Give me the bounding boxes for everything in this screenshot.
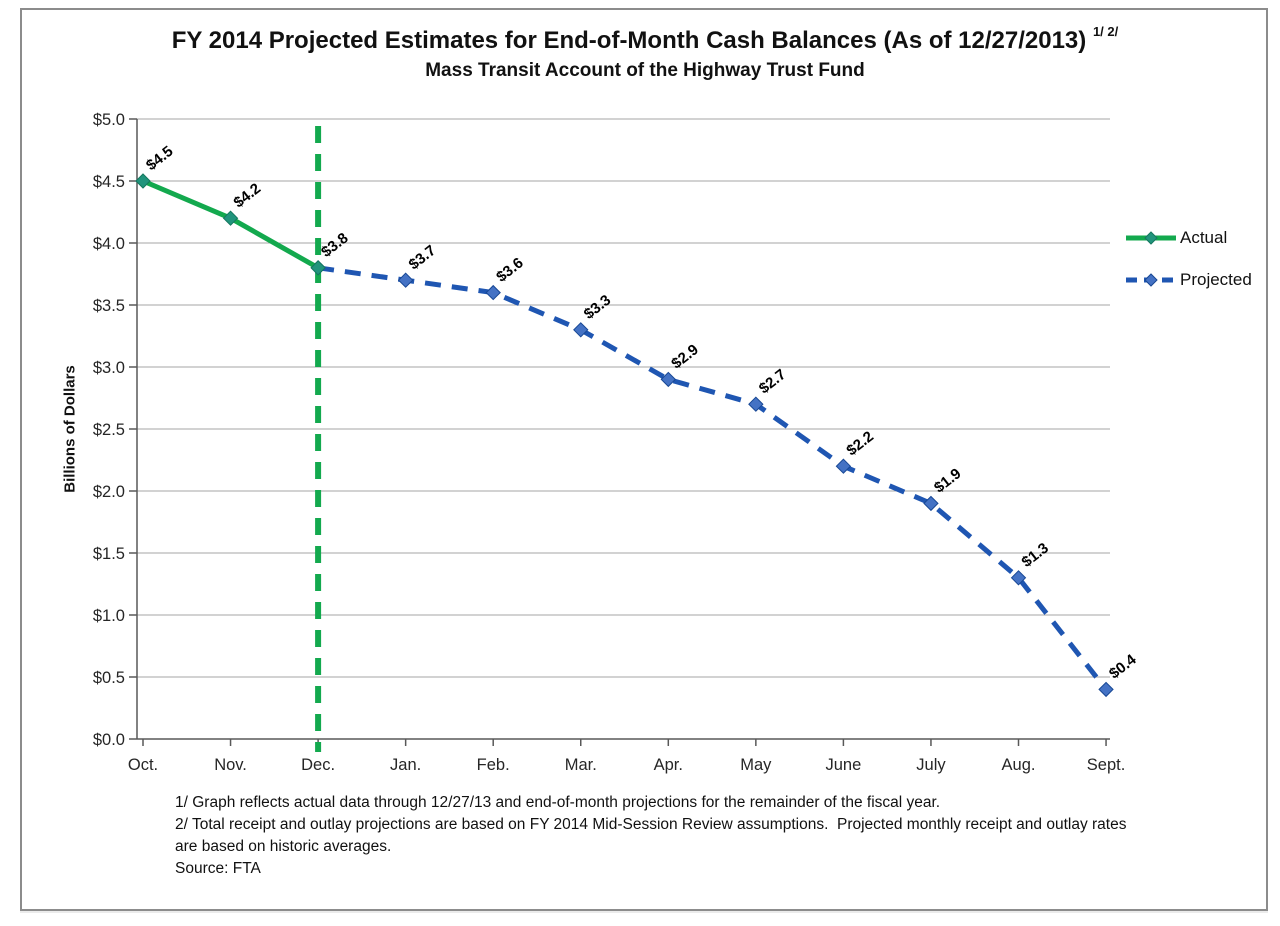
actual-data-point-marker — [135, 173, 151, 189]
projected-data-point-marker — [748, 396, 764, 412]
data-point-label: $2.2 — [843, 428, 876, 459]
footnote-line: are based on historic averages. — [175, 838, 392, 855]
source-line: Source: FTA — [175, 860, 261, 877]
data-point-label: $4.2 — [231, 180, 264, 211]
projected-data-point-marker — [485, 284, 501, 301]
x-axis-label: Nov. — [214, 756, 247, 774]
footnote-line: 1/ Graph reflects actual data through 12… — [175, 794, 941, 811]
data-point-label: $3.3 — [581, 292, 614, 323]
legend-marker-icon — [1144, 231, 1158, 245]
x-axis-label: May — [740, 756, 772, 774]
y-tick-label: $1.5 — [93, 545, 125, 563]
legend-label: Actual — [1180, 228, 1228, 247]
y-tick-label: $5.0 — [93, 111, 125, 129]
chart-subtitle: Mass Transit Account of the Highway Trus… — [425, 60, 865, 81]
x-axis-label: Apr. — [654, 756, 683, 774]
data-point-label: $1.3 — [1018, 540, 1051, 571]
y-tick-label: $2.0 — [93, 483, 125, 501]
x-axis-label: Feb. — [477, 756, 510, 774]
data-point-label: $3.6 — [493, 254, 526, 285]
projected-data-point-marker — [923, 495, 939, 512]
y-tick-label: $3.0 — [93, 359, 125, 377]
legend-line-sample — [1126, 231, 1176, 245]
data-point-label: $3.7 — [406, 242, 439, 273]
y-tick-label: $2.5 — [93, 421, 125, 439]
data-point-label: $2.7 — [756, 366, 789, 397]
data-point-label: $2.9 — [668, 341, 701, 372]
x-axis-label: Jan. — [390, 756, 421, 774]
actual-data-point-marker — [310, 260, 326, 276]
projected-data-point-marker — [660, 371, 677, 388]
data-point-label: $3.8 — [318, 230, 351, 261]
legend-item-actual: Actual — [1126, 226, 1252, 250]
actual-data-point-marker — [222, 210, 239, 226]
x-axis-label: July — [916, 756, 946, 774]
y-tick-label: $1.0 — [93, 607, 125, 625]
projected-data-point-marker — [1098, 681, 1114, 698]
chart-title-footnote-marks: 1/ 2/ — [1092, 24, 1119, 39]
y-tick-label: $0.5 — [93, 669, 125, 687]
chart-legend: Actual Projected — [1126, 226, 1252, 310]
legend-item-projected: Projected — [1126, 268, 1252, 292]
x-axis-label: Oct. — [128, 756, 158, 774]
data-point-label: $1.9 — [931, 465, 964, 496]
projected-data-point-marker — [1010, 570, 1027, 586]
projected-data-point-marker — [573, 322, 589, 338]
data-point-label: $4.5 — [143, 143, 176, 174]
projected-data-point-marker — [397, 272, 414, 288]
x-axis-label: June — [826, 756, 862, 774]
footnotes: 1/ Graph reflects actual data through 12… — [175, 792, 1245, 880]
chart-title: FY 2014 Projected Estimates for End-of-M… — [20, 24, 1270, 55]
x-axis-label: Sept. — [1087, 756, 1126, 774]
page-border — [20, 8, 1268, 911]
y-tick-label: $4.0 — [93, 235, 125, 253]
y-tick-label: $3.5 — [93, 297, 125, 315]
projected-data-point-marker — [835, 458, 852, 474]
x-axis-label: Dec. — [301, 756, 335, 774]
y-tick-label: $4.5 — [93, 173, 125, 191]
chart-title-text: FY 2014 Projected Estimates for End-of-M… — [171, 27, 1087, 54]
legend-marker-icon — [1144, 273, 1158, 287]
legend-label: Projected — [1180, 270, 1252, 289]
projected-series-line — [317, 265, 1109, 691]
legend-line-sample — [1126, 273, 1176, 287]
data-point-label: $0.4 — [1106, 651, 1140, 683]
title-block: FY 2014 Projected Estimates for End-of-M… — [20, 24, 1270, 82]
footnote-line: 2/ Total receipt and outlay projections … — [175, 816, 1127, 833]
x-axis-label: Aug. — [1002, 756, 1036, 774]
x-axis-label: Mar. — [565, 756, 597, 774]
y-tick-label: $0.0 — [93, 731, 125, 749]
